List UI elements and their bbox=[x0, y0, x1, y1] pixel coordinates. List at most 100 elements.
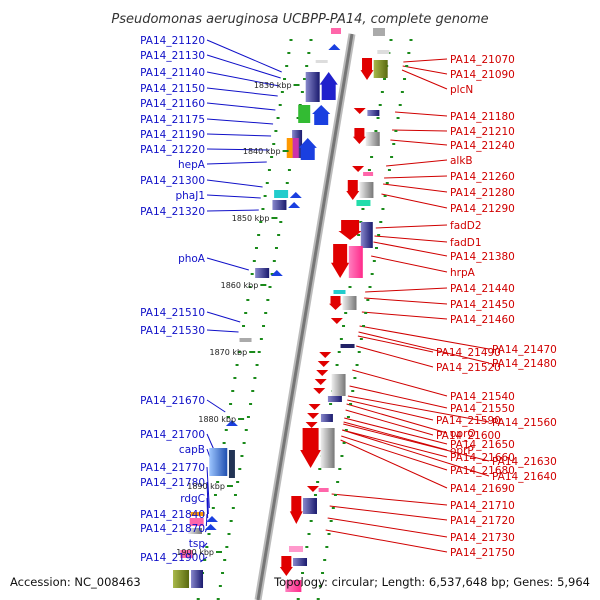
left-gene-label: tsp bbox=[189, 538, 206, 550]
right-gene-label: oprO bbox=[450, 428, 476, 440]
leader-lines bbox=[200, 39, 490, 563]
leader-line bbox=[206, 257, 249, 271]
left-gene-label: PA14_21530 bbox=[140, 325, 205, 337]
right-gene-label: PA14_21550 bbox=[450, 403, 515, 415]
leader-line bbox=[329, 505, 448, 521]
right-gene-label: PA14_21690 bbox=[450, 483, 515, 495]
leader-line bbox=[402, 65, 448, 75]
leader-line bbox=[347, 395, 490, 423]
gene-block bbox=[180, 550, 193, 558]
left-gene-label: PA14_21140 bbox=[140, 67, 205, 79]
left-gene-labels: PA14_21120 PA14_21130 PA14_21140 PA14_21150… bbox=[140, 35, 206, 564]
leader-line bbox=[206, 329, 239, 333]
gene-arrow bbox=[225, 420, 238, 426]
right-gene-label: PA14_21460 bbox=[450, 314, 515, 326]
leader-line bbox=[206, 179, 263, 188]
leader-line bbox=[401, 69, 448, 90]
left-gene-label: PA14_21770 bbox=[140, 462, 205, 474]
gene-arrow bbox=[317, 361, 330, 367]
right-gene-label: PA14_21600 bbox=[436, 430, 501, 442]
leader-line bbox=[403, 58, 448, 63]
left-gene-label: PA14_21160 bbox=[140, 98, 205, 110]
gene-block bbox=[367, 110, 380, 116]
right-gene-label: plcN bbox=[450, 84, 473, 96]
right-gene-label: PA14_21470 bbox=[492, 344, 557, 356]
leader-line bbox=[356, 345, 434, 368]
kbp-scale-labels: 1830 kbp 1840 kbp 1850 kbp 1860 kbp 1870 kbp… bbox=[176, 81, 300, 557]
gene-arrow bbox=[298, 138, 317, 160]
leader-line bbox=[371, 255, 448, 273]
gene-block bbox=[298, 105, 311, 123]
left-gene-label: PA14_21175 bbox=[140, 114, 205, 126]
leader-line bbox=[361, 311, 448, 320]
gene-arrow bbox=[204, 524, 217, 530]
gene-block bbox=[342, 296, 357, 310]
gene-block bbox=[373, 60, 388, 78]
gene-block bbox=[320, 428, 335, 468]
gene-block bbox=[360, 222, 373, 248]
leader-line bbox=[205, 513, 208, 527]
gene-block bbox=[187, 528, 202, 534]
kbp-label: 1850 kbp bbox=[232, 214, 270, 223]
gene-arrow bbox=[300, 428, 321, 468]
leader-line bbox=[342, 429, 448, 458]
gene-block bbox=[190, 512, 205, 516]
leader-line bbox=[206, 466, 210, 509]
left-gene-label: PA14_21150 bbox=[140, 83, 205, 95]
leader-line bbox=[206, 133, 272, 137]
right-gene-label: oprP bbox=[450, 445, 474, 457]
left-gene-label: PA14_21510 bbox=[140, 307, 205, 319]
leader-line bbox=[206, 118, 274, 125]
gene-arrow bbox=[270, 270, 283, 276]
leader-line bbox=[390, 139, 448, 146]
right-gene-label: fadD2 bbox=[450, 220, 482, 232]
gene-block bbox=[363, 172, 374, 176]
right-gene-label: PA14_21640 bbox=[492, 471, 557, 483]
left-gene-label: PA14_21840 bbox=[140, 509, 205, 521]
gene-block bbox=[272, 200, 287, 210]
leader-line bbox=[357, 335, 434, 353]
gene-block bbox=[330, 28, 341, 34]
gene-arrow bbox=[289, 192, 302, 198]
gene-features bbox=[173, 28, 390, 592]
leader-line bbox=[340, 439, 448, 489]
left-gene-label: PA14_21780 bbox=[140, 477, 205, 489]
leader-line bbox=[331, 493, 448, 506]
right-gene-label: fadD1 bbox=[450, 237, 482, 249]
gene-block bbox=[356, 200, 371, 206]
right-gene-label: PA14_21650 bbox=[450, 439, 515, 451]
leader-line bbox=[359, 325, 490, 350]
gene-arrow bbox=[314, 379, 327, 385]
leader-line bbox=[327, 517, 448, 538]
right-gene-label: PA14_21710 bbox=[450, 500, 515, 512]
leader-line bbox=[206, 161, 267, 165]
leader-line bbox=[395, 111, 448, 117]
gene-arrow bbox=[312, 105, 331, 125]
right-gene-label: PA14_21480 bbox=[492, 358, 557, 370]
gene-arrow bbox=[305, 422, 318, 428]
gene-block bbox=[173, 570, 190, 588]
gene-block bbox=[209, 448, 228, 476]
right-gene-label: hrpA bbox=[450, 267, 476, 279]
left-gene-label: rdgC bbox=[180, 493, 205, 505]
kbp-label: 1830 kbp bbox=[254, 81, 292, 90]
gene-block bbox=[189, 518, 204, 526]
gene-block bbox=[305, 72, 320, 102]
gene-block bbox=[377, 50, 390, 54]
gene-block bbox=[333, 290, 346, 294]
leader-line bbox=[364, 297, 448, 305]
leader-line bbox=[386, 159, 448, 167]
leader-line bbox=[206, 399, 226, 413]
right-gene-label: PA14_21070 bbox=[450, 54, 515, 66]
leader-line bbox=[345, 409, 434, 436]
leader-line bbox=[392, 129, 448, 132]
gene-block bbox=[327, 396, 342, 402]
gene-arrow bbox=[328, 44, 341, 50]
gene-arrow bbox=[346, 180, 360, 200]
leader-line bbox=[346, 403, 448, 434]
left-gene-label: hepA bbox=[178, 159, 206, 171]
left-gene-label: phaJ1 bbox=[175, 190, 205, 202]
gene-block bbox=[315, 60, 328, 63]
right-gene-label: PA14_21380 bbox=[450, 251, 515, 263]
